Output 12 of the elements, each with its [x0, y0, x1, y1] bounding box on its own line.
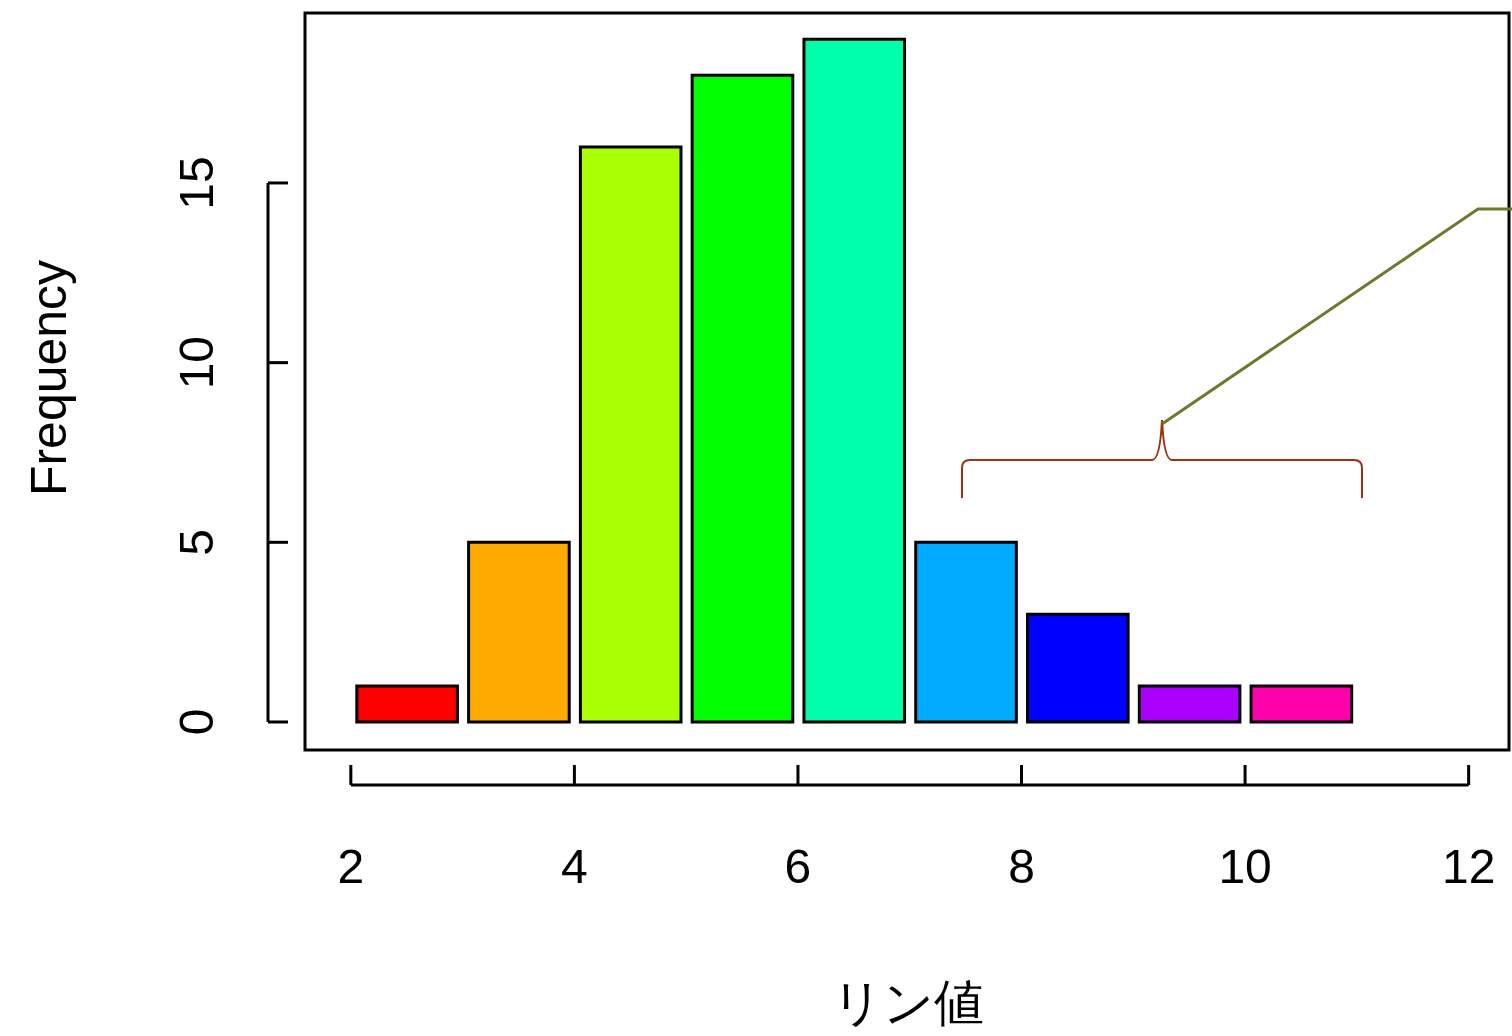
x-tick-label: 8 — [1008, 840, 1035, 893]
x-tick-label: 4 — [561, 840, 588, 893]
x-tick-label: 2 — [337, 840, 365, 893]
y-tick-label: 5 — [170, 528, 223, 556]
y-tick-label: 15 — [170, 156, 223, 210]
x-tick-label: 10 — [1218, 840, 1272, 893]
y-tick-label: 0 — [170, 708, 223, 736]
x-tick-label: 12 — [1441, 840, 1496, 893]
y-tick-label: 10 — [170, 335, 223, 390]
x-tick-label: 6 — [784, 840, 812, 893]
x-axis-title: リン値 — [831, 975, 984, 1031]
y-axis-title: Frequency — [21, 259, 77, 497]
